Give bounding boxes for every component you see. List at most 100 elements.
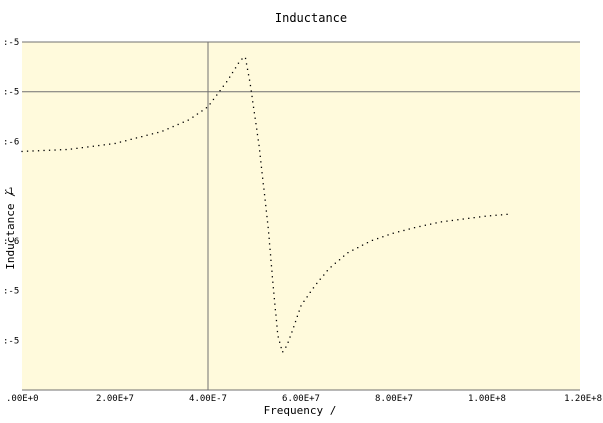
data-point xyxy=(319,278,321,280)
data-point xyxy=(347,252,349,254)
data-point xyxy=(162,130,164,132)
data-point xyxy=(265,204,267,207)
data-point xyxy=(446,220,448,222)
data-point xyxy=(21,150,23,153)
data-point xyxy=(70,148,73,150)
data-point xyxy=(130,138,132,140)
x-tick-label: 1.00E+8 xyxy=(468,394,506,404)
data-point xyxy=(408,228,410,230)
data-point xyxy=(276,330,279,333)
data-point xyxy=(273,298,275,300)
data-point xyxy=(300,305,302,307)
data-point xyxy=(275,319,278,322)
data-point xyxy=(43,149,45,152)
data-point xyxy=(403,229,405,232)
data-point xyxy=(298,310,300,312)
data-point xyxy=(267,226,269,229)
data-point xyxy=(273,292,275,294)
data-point xyxy=(366,242,369,244)
data-point xyxy=(234,67,237,69)
data-point xyxy=(303,300,305,302)
x-tick-label: 8.00E+7 xyxy=(375,394,413,404)
data-point xyxy=(248,79,251,81)
data-point xyxy=(495,214,497,216)
data-point xyxy=(187,119,189,121)
data-point xyxy=(343,255,345,257)
data-point xyxy=(462,218,464,220)
data-point xyxy=(219,90,221,92)
data-point xyxy=(254,117,256,119)
x-tick-label: 2.00E+7 xyxy=(96,394,134,404)
data-point xyxy=(92,145,94,147)
data-point xyxy=(473,217,475,219)
data-point xyxy=(338,259,341,261)
data-point xyxy=(205,107,208,109)
data-point xyxy=(287,341,289,343)
data-point xyxy=(489,215,492,217)
data-point xyxy=(256,133,259,136)
data-point xyxy=(192,116,194,118)
data-point xyxy=(48,149,51,151)
data-point xyxy=(272,281,274,283)
data-point xyxy=(259,155,261,157)
data-point xyxy=(247,74,250,76)
data-point xyxy=(231,71,234,74)
data-point xyxy=(119,141,122,143)
data-point xyxy=(109,143,111,145)
data-point xyxy=(32,150,34,152)
data-point xyxy=(296,315,298,317)
data-point xyxy=(146,134,148,136)
data-point xyxy=(253,112,255,114)
data-point xyxy=(268,232,270,234)
data-point xyxy=(293,326,295,328)
data-point xyxy=(256,128,258,130)
data-point xyxy=(323,274,325,276)
data-point xyxy=(59,149,62,151)
data-point xyxy=(326,270,328,272)
data-point xyxy=(270,265,273,267)
data-point xyxy=(500,214,503,216)
data-point xyxy=(484,215,486,217)
data-point xyxy=(357,247,359,249)
data-point xyxy=(479,216,481,218)
data-point xyxy=(280,346,282,349)
data-point xyxy=(309,291,311,293)
data-point xyxy=(226,81,228,83)
data-point xyxy=(37,150,40,152)
data-point xyxy=(141,136,143,138)
data-point xyxy=(201,110,203,112)
data-point xyxy=(212,98,215,101)
data-point xyxy=(237,62,240,64)
data-point xyxy=(451,219,453,222)
data-point xyxy=(263,188,265,190)
data-point xyxy=(291,331,293,333)
data-point xyxy=(54,149,56,151)
data-point xyxy=(424,224,426,226)
data-point xyxy=(98,144,100,147)
data-point xyxy=(371,239,374,241)
data-point xyxy=(271,270,273,272)
data-point xyxy=(274,309,276,311)
data-point xyxy=(125,140,127,142)
x-tick-label: 6.00E+7 xyxy=(282,394,320,404)
y-tick-label: :-6 xyxy=(3,237,19,247)
data-point xyxy=(271,276,273,278)
data-point xyxy=(157,131,159,134)
data-point xyxy=(294,320,297,323)
data-point xyxy=(265,210,267,212)
data-point xyxy=(266,215,268,218)
data-point xyxy=(182,121,184,123)
data-point xyxy=(222,85,224,87)
data-point xyxy=(289,336,291,338)
data-point xyxy=(135,137,138,139)
data-point xyxy=(259,150,261,152)
data-point xyxy=(272,287,274,289)
data-point xyxy=(468,217,470,219)
data-point xyxy=(377,237,379,240)
data-point xyxy=(440,221,443,223)
data-point xyxy=(262,177,264,179)
data-point xyxy=(216,94,218,96)
data-point xyxy=(241,58,243,60)
y-tick-label: :-5 xyxy=(3,38,19,48)
data-point xyxy=(392,232,394,234)
